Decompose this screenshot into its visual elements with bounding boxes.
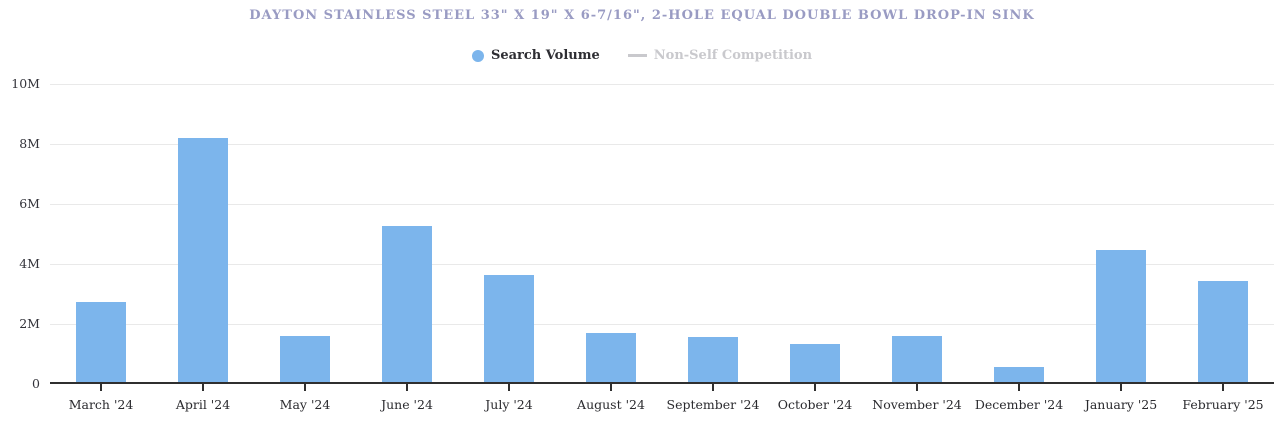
x-axis-tick-december-24: [1018, 384, 1020, 391]
legend-item-non-self-competition[interactable]: Non-Self Competition: [627, 48, 813, 63]
x-axis-tick-june-24: [406, 384, 408, 391]
x-axis-tick-may-24: [304, 384, 306, 391]
bars-row: [50, 84, 1274, 391]
x-axis-label-october-24: October '24: [777, 397, 853, 412]
x-axis-label-june-24: June '24: [381, 397, 433, 412]
bar-october-24[interactable]: [790, 344, 840, 382]
x-axis-tick-january-25: [1120, 384, 1122, 391]
gridline-8m: [50, 144, 1274, 145]
bar-column-february-25: [1172, 84, 1274, 391]
bar-column-october-24: [764, 84, 866, 391]
bar-column-july-24: [458, 84, 560, 391]
bar-column-june-24: [356, 84, 458, 391]
bar-august-24[interactable]: [586, 333, 636, 382]
x-axis-label-november-24: November '24: [872, 397, 962, 412]
plot-area: 10M 8M 6M 4M 2M 0: [11, 76, 1274, 391]
bar-september-24[interactable]: [688, 336, 738, 382]
bar-column-april-24: [152, 84, 254, 391]
y-axis-label-0: 0: [32, 376, 40, 391]
bar-column-may-24: [254, 84, 356, 391]
circle-marker-icon: [471, 49, 484, 62]
y-axis-label-2m: 2M: [19, 316, 40, 331]
x-axis-label-september-24: September '24: [666, 397, 760, 412]
line-marker-icon: [627, 54, 647, 57]
bar-column-november-24: [866, 84, 968, 391]
bar-january-25[interactable]: [1096, 250, 1146, 382]
chart-title: DAYTON STAINLESS STEEL 33" X 19" X 6-7/1…: [249, 8, 1035, 23]
legend-label-non-self-competition: Non-Self Competition: [653, 48, 813, 63]
bar-july-24[interactable]: [484, 274, 534, 382]
x-axis-label-march-24: March '24: [68, 397, 134, 412]
y-axis-label-6m: 6M: [19, 196, 40, 211]
bar-may-24[interactable]: [280, 335, 330, 382]
x-axis-labels: March '24 April '24 May '24 June '24 July '2…: [50, 397, 1274, 412]
y-axis-label-10m: 10M: [11, 76, 40, 91]
bar-column-march-24: [50, 84, 152, 391]
bar-june-24[interactable]: [382, 225, 432, 382]
x-axis-tick-april-24: [202, 384, 204, 391]
x-axis-label-december-24: December '24: [974, 397, 1064, 412]
legend-item-search-volume[interactable]: Search Volume: [471, 48, 600, 63]
y-axis-label-4m: 4M: [19, 256, 40, 271]
x-axis-tick-july-24: [508, 384, 510, 391]
bar-february-25[interactable]: [1198, 280, 1248, 382]
gridline-10m: [50, 84, 1274, 85]
gridline-6m: [50, 204, 1274, 205]
x-axis-label-april-24: April '24: [175, 397, 231, 412]
bar-column-january-25: [1070, 84, 1172, 391]
bar-column-august-24: [560, 84, 662, 391]
bar-march-24[interactable]: [76, 301, 126, 382]
bar-december-24[interactable]: [994, 367, 1044, 382]
x-axis-tick-march-24: [100, 384, 102, 391]
x-axis-label-july-24: July '24: [485, 397, 533, 412]
x-axis-tick-november-24: [916, 384, 918, 391]
x-axis-label-january-25: January '25: [1084, 397, 1158, 412]
x-axis-label-august-24: August '24: [577, 397, 645, 412]
x-axis-label-february-25: February '25: [1182, 397, 1264, 412]
bar-april-24[interactable]: [178, 137, 228, 382]
gridline-4m: [50, 264, 1274, 265]
bar-november-24[interactable]: [892, 335, 942, 382]
x-axis-label-may-24: May '24: [279, 397, 331, 412]
y-axis-label-8m: 8M: [19, 136, 40, 151]
legend: Search Volume Non-Self Competition: [0, 48, 1284, 63]
gridline-2m: [50, 324, 1274, 325]
x-axis-tick-september-24: [712, 384, 714, 391]
bar-column-september-24: [662, 84, 764, 391]
x-axis-tick-february-25: [1222, 384, 1224, 391]
bar-column-december-24: [968, 84, 1070, 391]
x-axis-tick-october-24: [814, 384, 816, 391]
legend-label-search-volume: Search Volume: [490, 48, 600, 63]
x-axis-tick-august-24: [610, 384, 612, 391]
